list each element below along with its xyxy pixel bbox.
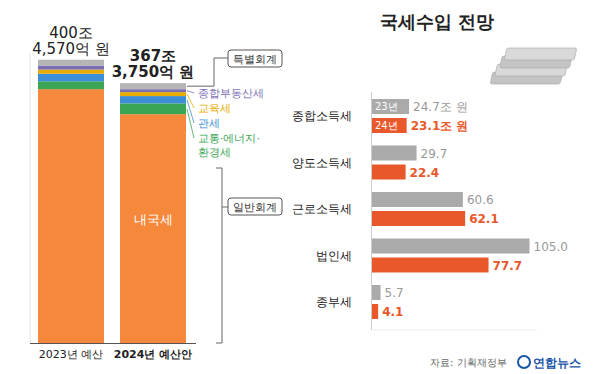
bar [372,165,406,180]
annotation: 일반회계 [233,201,277,214]
leader-line [187,109,194,138]
category-label: 2024년 예산안 [114,348,192,361]
data-label: 22.4 [410,166,440,180]
stack-segment [38,89,104,343]
left-bars [38,60,186,343]
category-label: 법인세 [316,249,352,263]
bar [372,304,378,319]
y-axis-line [30,53,31,343]
total-label: 3,750억 원 [112,63,195,81]
stack-segment [38,66,104,70]
category-label: 양도소득세 [292,156,352,170]
data-label: 29.7 [421,147,448,161]
stack-segment [120,92,186,96]
y-axis-line [371,92,372,330]
total-label: 4,570억 원 [32,40,110,58]
data-label: 4.1 [382,305,403,319]
category-label: 근로소득세 [292,202,352,216]
bar [372,258,489,273]
stack-segment [38,70,104,74]
leader-line [187,58,228,86]
bar [372,118,407,133]
legend-label: 종합부동산세 [198,87,264,100]
leader-line [187,100,194,123]
source: 자료: 기획재정부 [430,357,507,368]
money-icon [490,48,577,84]
bar [372,99,409,114]
bar [372,146,417,161]
legend-label: 내국세 [134,212,173,227]
baseline [30,343,196,344]
legend-label: 교육세 [198,102,231,115]
legend-label: 교통·에너지·환경세 [198,132,260,159]
title: 국세수입 전망 [380,11,494,32]
bracket [216,168,222,343]
money-bill [504,48,577,60]
chart-root: 400조4,570억 원2023년 예산367조3,750억 원2024년 예산… [0,0,600,374]
bar [372,239,530,254]
stack-segment [120,89,186,92]
legend-label: 관세 [198,117,220,130]
leader-line [187,94,194,108]
legend-line: 환경세 [198,146,231,159]
bracket-tick [222,207,228,208]
stack-segment [120,103,186,114]
stack-segment [38,60,104,66]
x-axis-line [372,330,537,331]
stack-segment [120,96,186,103]
category-label: 종부세 [316,295,352,309]
stack-segment [120,114,186,343]
bar [372,285,381,300]
right-bars [372,99,530,319]
data-label: 62.1 [469,212,499,226]
bar [372,211,465,226]
data-label: 24.7조 원 [413,100,468,114]
legend-label: 24년 [375,120,398,131]
credit: 연합뉴스 [533,356,581,370]
legend-label: 특별회계 [233,53,277,66]
leader-line [187,91,194,93]
category-label: 2023년 예산 [39,348,104,361]
stack-segment [38,74,104,82]
label-box [228,50,282,67]
stack-segment [38,81,104,89]
data-label: 77.7 [493,259,523,273]
data-label: 105.0 [534,240,568,254]
bar [372,192,463,207]
legend-line: 교통·에너지· [198,132,260,145]
background [0,0,600,374]
data-label: 5.7 [385,286,404,300]
logo-icon [518,356,530,368]
data-label: 60.6 [467,193,494,207]
legend-label: 23년 [375,101,398,112]
label-box [228,198,282,215]
category-label: 종합소득세 [292,109,352,123]
data-label: 23.1조 원 [411,119,469,133]
stack-segment [120,83,186,89]
